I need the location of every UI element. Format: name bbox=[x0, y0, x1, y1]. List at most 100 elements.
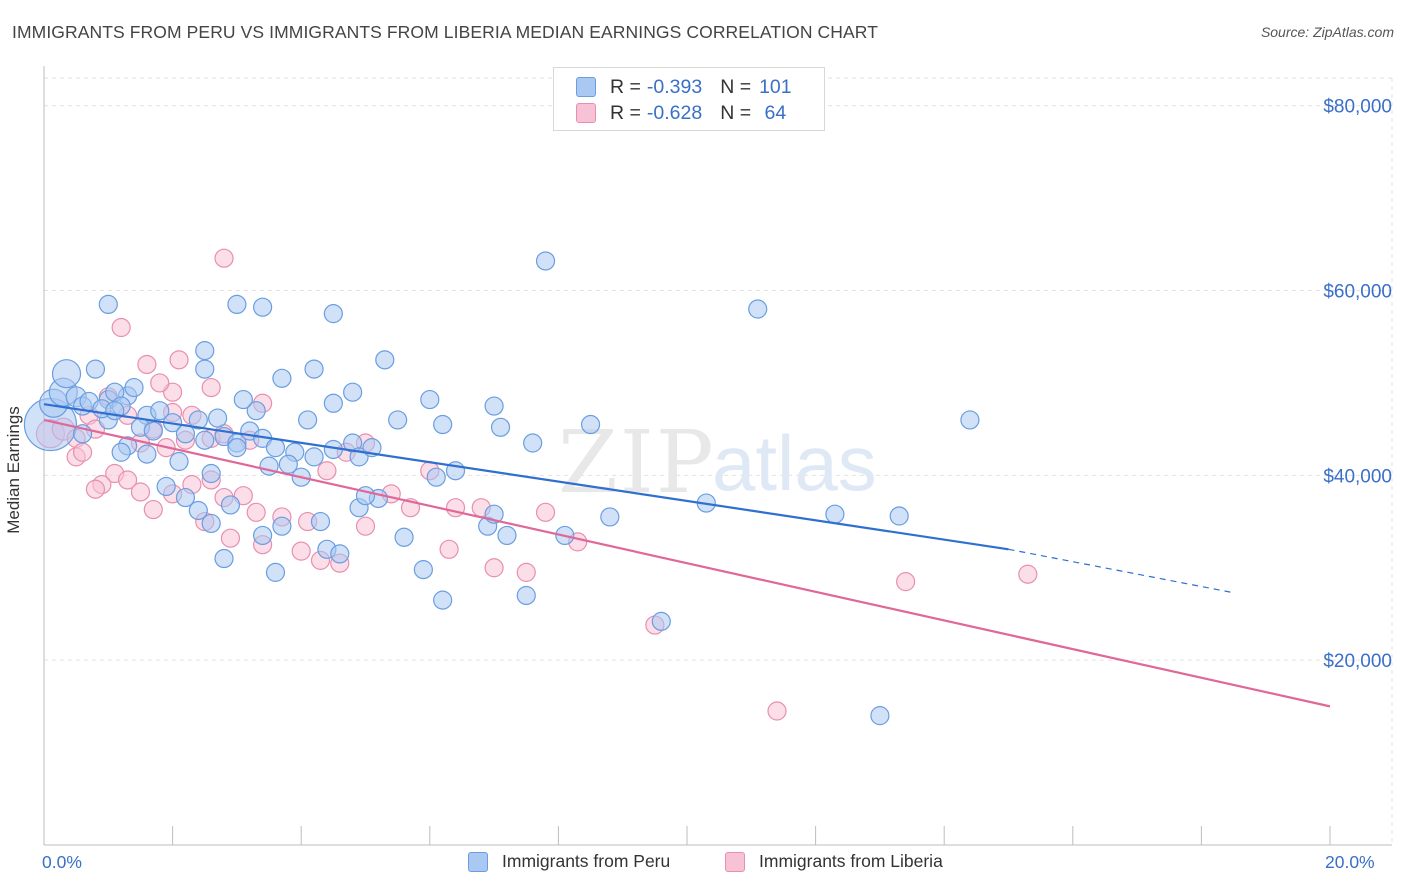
legend-r-value-peru: -0.393 bbox=[646, 75, 703, 98]
point-peru-48 bbox=[580, 414, 601, 435]
point-peru-64 bbox=[330, 544, 350, 564]
point-liberia-47 bbox=[484, 558, 504, 578]
point-peru-83 bbox=[253, 297, 273, 317]
y-tick-label-0: $20,000 bbox=[1323, 651, 1392, 672]
point-peru-90 bbox=[233, 389, 253, 410]
trend-lines bbox=[43, 403, 1331, 708]
point-liberia-27 bbox=[233, 486, 253, 506]
y-tick-labels: $20,000 $40,000 $60,000 $80,000 bbox=[1323, 97, 1392, 672]
point-liberia-53 bbox=[169, 350, 189, 370]
point-peru-60 bbox=[220, 495, 241, 515]
point-peru-47 bbox=[490, 417, 511, 437]
point-peru-51 bbox=[426, 467, 446, 487]
legend-n-label: N = bbox=[720, 101, 752, 124]
trend-line-liberia bbox=[43, 418, 1331, 708]
point-peru-89 bbox=[375, 350, 395, 370]
legend-label-peru: Immigrants from Peru bbox=[502, 851, 671, 871]
legend-swatch-liberia bbox=[576, 103, 596, 123]
point-peru-26 bbox=[195, 430, 215, 450]
point-liberia-55 bbox=[201, 377, 221, 398]
point-liberia-17 bbox=[72, 442, 93, 462]
point-liberia-19 bbox=[117, 470, 138, 490]
point-peru-86 bbox=[195, 359, 215, 379]
point-peru-44 bbox=[433, 414, 453, 435]
point-peru-85 bbox=[195, 341, 215, 361]
legend-swatch-peru bbox=[468, 851, 488, 872]
point-peru-45 bbox=[420, 389, 440, 410]
point-peru-6 bbox=[85, 359, 106, 379]
point-liberia-20 bbox=[130, 482, 151, 502]
point-peru-43 bbox=[388, 410, 408, 430]
point-peru-3 bbox=[51, 359, 82, 389]
series-legend: Immigrants from Peru Immigrants from Lib… bbox=[0, 851, 1406, 877]
point-peru-49 bbox=[523, 433, 543, 453]
point-peru-78 bbox=[960, 410, 980, 430]
y-axis-label: Median Earnings bbox=[4, 406, 23, 534]
point-peru-76 bbox=[825, 504, 845, 524]
point-peru-71 bbox=[600, 507, 620, 527]
legend-n-value-liberia: 64 bbox=[759, 101, 787, 124]
chart-title: IMMIGRANTS FROM PERU VS IMMIGRANTS FROM … bbox=[12, 22, 879, 42]
point-liberia-63 bbox=[85, 479, 106, 499]
point-peru-95 bbox=[201, 463, 221, 484]
watermark-atlas: atlas bbox=[712, 419, 877, 507]
point-peru-31 bbox=[265, 438, 286, 458]
point-liberia-40 bbox=[220, 528, 241, 548]
y-tick-label-3: $80,000 bbox=[1323, 97, 1392, 118]
legend-r-value-liberia: -0.628 bbox=[646, 101, 703, 124]
series-peru bbox=[23, 251, 980, 726]
point-peru-18 bbox=[143, 421, 163, 441]
point-peru-39 bbox=[246, 401, 266, 421]
x-tick-label-min: 0.0% bbox=[42, 852, 82, 872]
point-peru-16 bbox=[150, 401, 170, 421]
y-tick-label-1: $40,000 bbox=[1323, 466, 1392, 487]
point-peru-33 bbox=[304, 447, 324, 467]
point-peru-61 bbox=[214, 548, 234, 569]
point-liberia-61 bbox=[896, 572, 916, 592]
point-liberia-31 bbox=[317, 461, 337, 481]
point-liberia-51 bbox=[111, 317, 131, 338]
point-peru-41 bbox=[323, 393, 343, 413]
legend-n-label: N = bbox=[720, 75, 752, 98]
point-peru-57 bbox=[201, 513, 221, 534]
point-peru-58 bbox=[188, 500, 208, 521]
point-peru-38 bbox=[208, 408, 228, 428]
point-peru-99 bbox=[227, 438, 247, 458]
point-peru-24 bbox=[111, 442, 131, 462]
point-peru-79 bbox=[748, 299, 768, 319]
legend-swatch-peru bbox=[576, 77, 596, 97]
point-peru-62 bbox=[265, 562, 286, 582]
point-peru-94 bbox=[105, 401, 125, 421]
point-peru-54 bbox=[310, 511, 331, 532]
point-liberia-57 bbox=[150, 373, 170, 393]
legend-row-peru: R = -0.393 N = 101 bbox=[576, 75, 792, 99]
point-peru-21 bbox=[188, 410, 208, 430]
point-peru-55 bbox=[272, 516, 292, 536]
point-liberia-28 bbox=[246, 502, 266, 522]
point-peru-23 bbox=[137, 444, 157, 464]
point-peru-66 bbox=[394, 527, 414, 547]
point-liberia-22 bbox=[143, 499, 163, 520]
legend-item-peru: Immigrants from Peru bbox=[468, 851, 670, 872]
axes bbox=[43, 66, 1392, 846]
point-peru-25 bbox=[169, 451, 189, 472]
legend-r-label: R = bbox=[610, 101, 641, 124]
y-tick-label-2: $60,000 bbox=[1323, 282, 1392, 303]
point-peru-56 bbox=[253, 525, 273, 546]
watermark: ZIP atlas bbox=[558, 413, 877, 513]
legend-label-liberia: Immigrants from Liberia bbox=[759, 851, 943, 871]
point-liberia-49 bbox=[535, 502, 556, 522]
point-liberia-54 bbox=[163, 382, 183, 402]
point-peru-42 bbox=[343, 382, 363, 402]
point-liberia-42 bbox=[291, 541, 311, 561]
point-liberia-45 bbox=[355, 516, 376, 536]
point-peru-81 bbox=[98, 294, 118, 315]
point-liberia-52 bbox=[137, 354, 157, 375]
point-liberia-62 bbox=[1018, 564, 1038, 584]
point-peru-92 bbox=[870, 706, 890, 726]
point-peru-73 bbox=[433, 590, 453, 610]
point-peru-88 bbox=[272, 368, 292, 388]
trend-line-peru-extension bbox=[1008, 548, 1234, 594]
legend-r-label: R = bbox=[610, 75, 641, 98]
